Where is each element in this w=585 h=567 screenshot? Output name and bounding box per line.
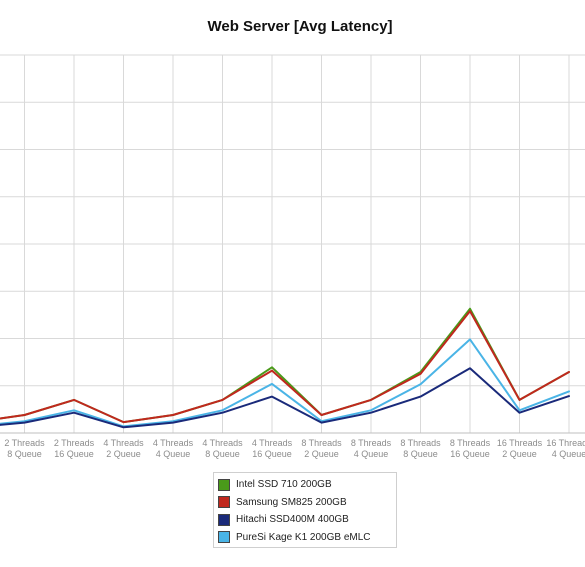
- x-tick-label-line: 2 Queue: [304, 449, 339, 459]
- x-tick-label-line: 8 Threads: [400, 438, 441, 448]
- series-line-hitachi-ssd400m-400gb: [0, 367, 570, 429]
- gridlines: [0, 54, 585, 434]
- chart-legend: Intel SSD 710 200GB Samsung SM825 200GB Hi…: [213, 472, 397, 548]
- x-tick-label-line: 2 Queue: [106, 449, 141, 459]
- x-tick-label-line: 16 Queue: [252, 449, 292, 459]
- legend-swatch: [218, 478, 230, 491]
- x-tick-label: 4 Threads 8 Queue: [202, 438, 243, 459]
- x-tick-label: 8 Threads 4 Queue: [351, 438, 392, 459]
- legend-label: Intel SSD 710 200GB: [236, 479, 332, 491]
- x-tick-label-line: 16 Threads: [497, 438, 543, 448]
- x-tick-label-line: 4 Queue: [156, 449, 191, 459]
- x-tick-label: 8 Threads 2 Queue: [301, 438, 342, 459]
- legend-item: Intel SSD 710 200GB: [218, 476, 392, 494]
- x-tick-label-line: 2 Threads: [4, 438, 45, 448]
- x-tick-label-line: 4 Threads: [103, 438, 144, 448]
- x-tick-label: 4 Threads 4 Queue: [153, 438, 194, 459]
- x-tick-label-line: 4 Threads: [252, 438, 293, 448]
- x-tick-label-line: 8 Threads: [450, 438, 491, 448]
- x-tick-label: 8 Threads 16 Queue: [450, 438, 491, 459]
- x-tick-label: 4 Threads 16 Queue: [252, 438, 293, 459]
- x-tick-label: 2 Threads 16 Queue: [54, 438, 95, 459]
- legend-swatch: [218, 513, 230, 526]
- x-tick-label-line: 8 Queue: [7, 449, 42, 459]
- x-tick-label-line: 4 Queue: [354, 449, 389, 459]
- legend-item: PureSi Kage K1 200GB eMLC: [218, 529, 392, 547]
- x-tick-label-line: 2 Queue: [502, 449, 537, 459]
- x-tick-label-line: 8 Threads: [351, 438, 392, 448]
- x-tick-label: 8 Threads 8 Queue: [400, 438, 441, 459]
- x-tick-label-line: 4 Threads: [153, 438, 194, 448]
- x-tick-label-line: 8 Queue: [403, 449, 438, 459]
- x-tick-label-line: 16 Queue: [450, 449, 490, 459]
- x-tick-label-line: 8 Queue: [205, 449, 240, 459]
- series-line-puresi-kage-k1-200gb-emlc: [0, 338, 570, 428]
- legend-label: Hitachi SSD400M 400GB: [236, 514, 349, 526]
- series-line-samsung-sm825-200gb: [0, 310, 570, 424]
- legend-swatch: [218, 531, 230, 544]
- legend-label: PureSi Kage K1 200GB eMLC: [236, 531, 371, 543]
- x-tick-label: 16 Threads 2 Queue: [497, 438, 543, 459]
- x-tick-label-line: 16 Queue: [54, 449, 94, 459]
- x-tick-label-line: 16 Threads: [546, 438, 585, 448]
- x-tick-label: 4 Threads 2 Queue: [103, 438, 144, 459]
- x-tick-label-line: 8 Threads: [301, 438, 342, 448]
- chart-title: Web Server [Avg Latency]: [207, 18, 393, 35]
- x-tick-label-line: 4 Threads: [202, 438, 243, 448]
- legend-label: Samsung SM825 200GB: [236, 496, 347, 508]
- legend-swatch: [218, 496, 230, 509]
- x-tick-label-line: 4 Queue: [552, 449, 585, 459]
- x-tick-label-line: 2 Threads: [54, 438, 95, 448]
- legend-item: Samsung SM825 200GB: [218, 494, 392, 512]
- x-tick-label: 2 Threads 8 Queue: [4, 438, 45, 459]
- legend-item: Hitachi SSD400M 400GB: [218, 511, 392, 529]
